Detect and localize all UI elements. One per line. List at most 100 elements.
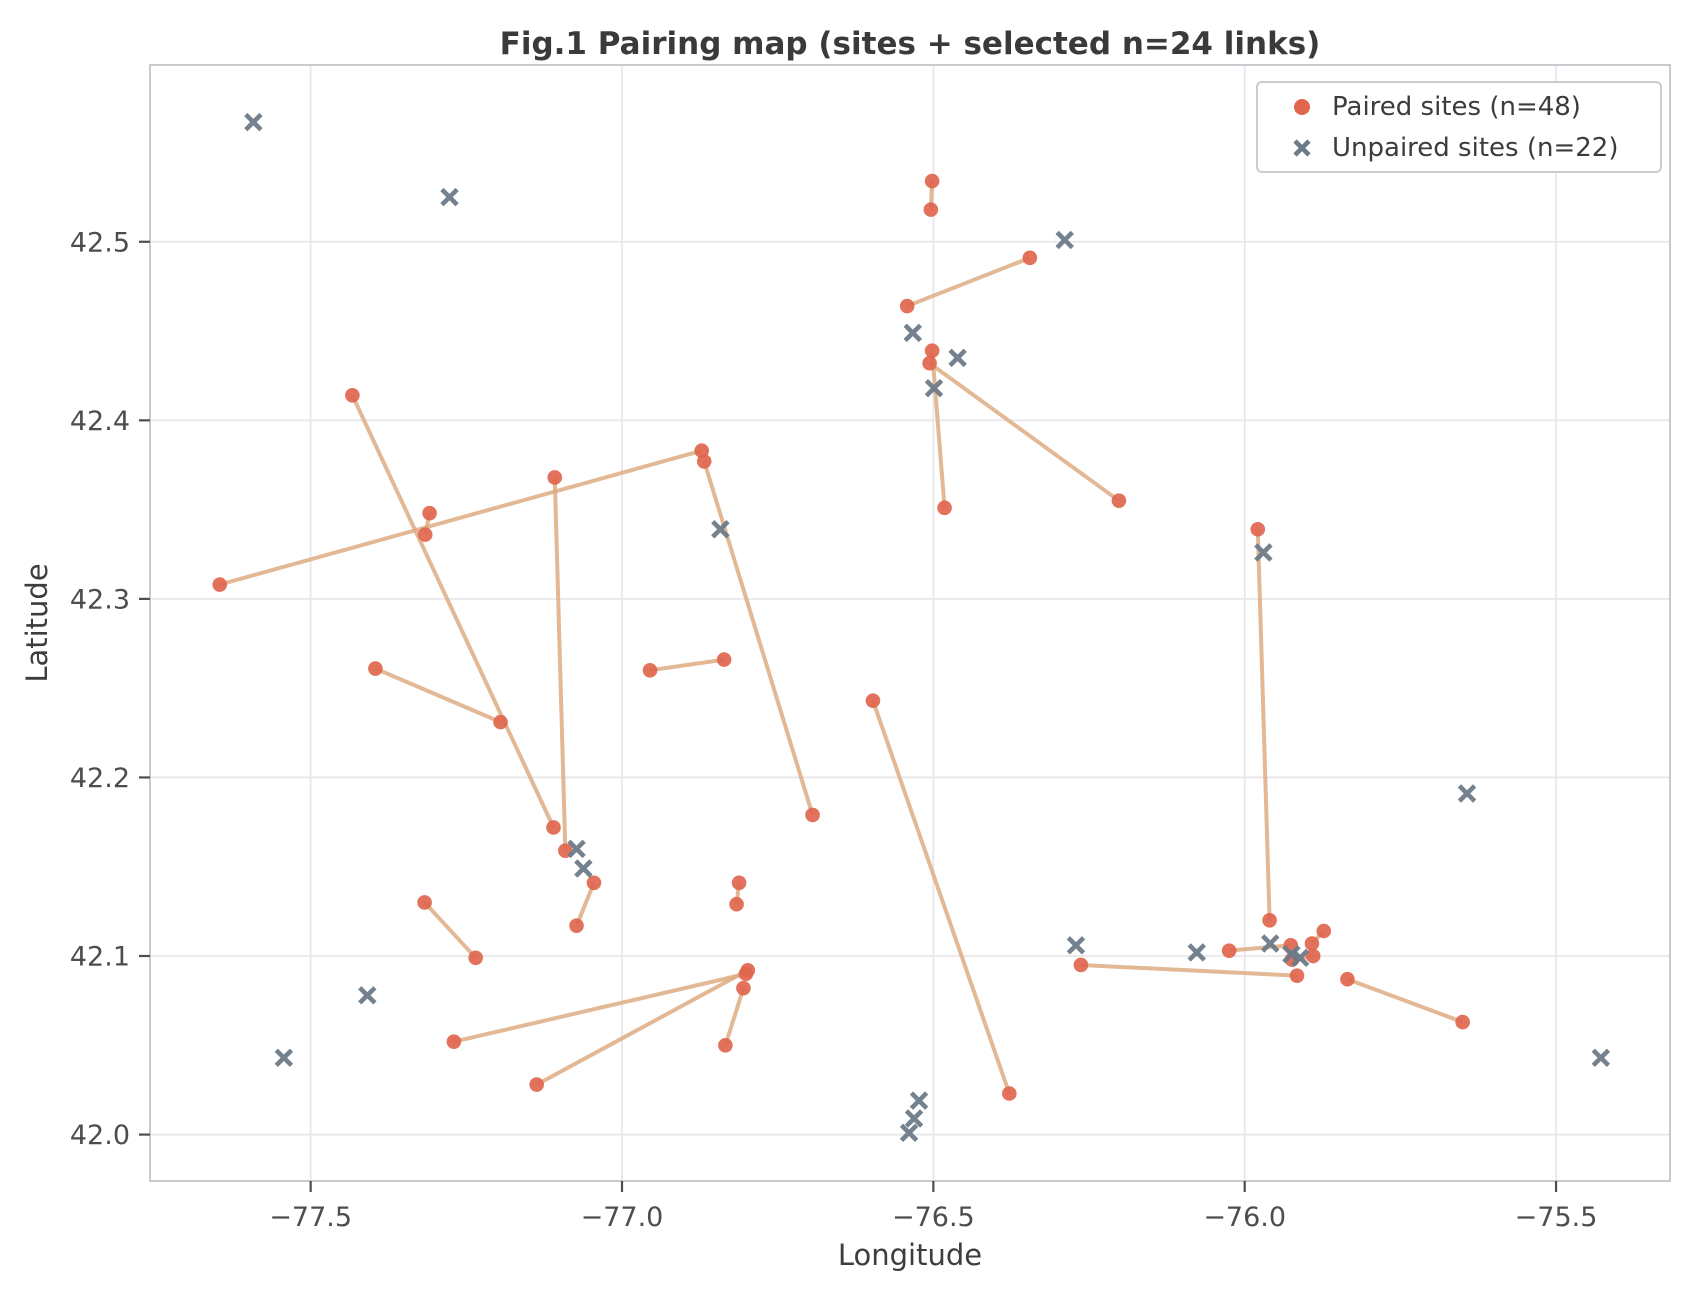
pair-link (1346, 977, 1464, 1024)
paired-site-marker (937, 500, 952, 516)
unpaired-site-marker (274, 1048, 294, 1068)
pair-link (552, 477, 568, 851)
x-tick-label: −77.5 (269, 1202, 352, 1233)
unpaired-site-marker (358, 986, 377, 1005)
paired-site-marker (696, 454, 712, 469)
x-tick-label: −76.5 (892, 1202, 975, 1233)
paired-site-marker (493, 714, 508, 730)
paired-site-marker (446, 1034, 462, 1050)
paired-site-marker (547, 470, 563, 485)
x-tick-labels: −77.5 −77.0 −76.5 −76.0 −75.5 (269, 1202, 1597, 1233)
paired-site-marker (922, 355, 937, 371)
pair-link (723, 987, 746, 1046)
y-tick-labels: 42.0 42.1 42.2 42.3 42.4 42.5 (70, 227, 130, 1151)
unpaired-site-marker (711, 520, 730, 539)
plot-frame (149, 64, 1671, 1182)
legend-item-paired: Paired sites (n=48) (1272, 87, 1646, 126)
paired-site-marker (546, 820, 561, 835)
paired-site-marker (1221, 943, 1237, 958)
paired-links (219, 180, 1464, 1095)
paired-site-marker (924, 173, 940, 189)
x-tick-label: −77.0 (581, 1202, 664, 1233)
paired-site-marker (1262, 913, 1277, 928)
unpaired-site-marker (1457, 784, 1477, 803)
paired-site-marker (736, 980, 751, 996)
y-tick-label: 42.0 (70, 1120, 130, 1151)
unpaired-site-marker (1066, 936, 1086, 955)
paired-site-marker (417, 895, 432, 910)
legend: Paired sites (n=48) Unpaired sites (n=22… (1256, 81, 1662, 173)
legend-label-unpaired: Unpaired sites (n=22) (1332, 132, 1619, 163)
unpaired-site-marker (1290, 948, 1310, 968)
x-tick-label: −75.5 (1515, 1202, 1598, 1233)
pair-link (219, 448, 703, 587)
chart-title: Fig.1 Pairing map (sites + selected n=24… (499, 26, 1321, 62)
pair-link (374, 666, 502, 724)
pair-link (535, 968, 749, 1087)
unpaired-site-marker (948, 348, 967, 368)
paired-site-marker (642, 663, 658, 678)
paired-site-marker (1111, 493, 1127, 508)
paired-site-marker (212, 577, 228, 592)
paired-site-marker (468, 950, 483, 966)
paired-site-marker (923, 202, 939, 217)
paired-site-marker (731, 875, 747, 891)
y-tick-label: 42.5 (70, 227, 130, 258)
pair-link (871, 700, 1012, 1095)
paired-site-marker (1289, 968, 1305, 983)
paired-site-marker (1305, 948, 1321, 964)
pair-link (702, 460, 815, 816)
paired-site-marker (1340, 971, 1355, 987)
pair-link (1255, 529, 1272, 921)
paired-site-marker (417, 527, 433, 542)
legend-item-unpaired: Unpaired sites (n=22) (1272, 128, 1646, 167)
paired-site-marker (422, 505, 437, 521)
x-tick-label: −76.0 (1203, 1202, 1286, 1233)
legend-label-paired: Paired sites (n=48) (1332, 91, 1581, 122)
paired-site-marker (1455, 1014, 1470, 1030)
paired-site-marker (345, 388, 360, 403)
unpaired-points (244, 112, 1611, 1143)
unpaired-site-marker (899, 1123, 919, 1143)
paired-site-marker (729, 896, 744, 912)
pair-link (930, 350, 947, 508)
y-axis-label: Latitude (20, 563, 54, 683)
paired-site-marker (805, 807, 820, 823)
paired-site-marker (718, 1037, 733, 1053)
y-tick-label: 42.1 (70, 942, 130, 973)
pair-link (453, 971, 747, 1044)
unpaired-site-marker (244, 112, 263, 132)
unpaired-site-marker (904, 1109, 924, 1128)
paired-site-marker (1002, 1086, 1017, 1101)
y-tick-label: 42.3 (70, 584, 130, 615)
paired-site-marker (1304, 936, 1320, 951)
unpaired-site-marker (1055, 230, 1074, 250)
unpaired-site-marker (574, 859, 593, 878)
pair-link (1080, 962, 1298, 978)
x-axis-label: Longitude (837, 1238, 983, 1272)
paired-site-marker (569, 918, 584, 933)
pair-link (928, 361, 1121, 503)
pair-link (350, 394, 556, 829)
unpaired-site-marker (903, 323, 923, 343)
unpaired-site-marker (1254, 543, 1273, 562)
paired-marker-icon (1294, 98, 1310, 115)
pair-link (649, 657, 725, 673)
paired-site-marker (865, 693, 881, 708)
unpaired-site-marker (440, 187, 459, 207)
paired-site-marker (1022, 250, 1038, 266)
unpaired-marker-icon (1293, 138, 1311, 157)
paired-site-marker (716, 652, 732, 667)
pair-link (1228, 943, 1291, 953)
unpaired-site-marker (1591, 1048, 1611, 1068)
unpaired-site-marker (1261, 934, 1280, 953)
paired-site-marker (529, 1077, 544, 1092)
y-tick-label: 42.4 (70, 406, 130, 437)
paired-site-marker (924, 343, 940, 358)
pair-link (423, 901, 478, 960)
unpaired-site-marker (1187, 943, 1206, 962)
unpaired-site-marker (567, 839, 586, 859)
paired-points (212, 173, 1470, 1101)
